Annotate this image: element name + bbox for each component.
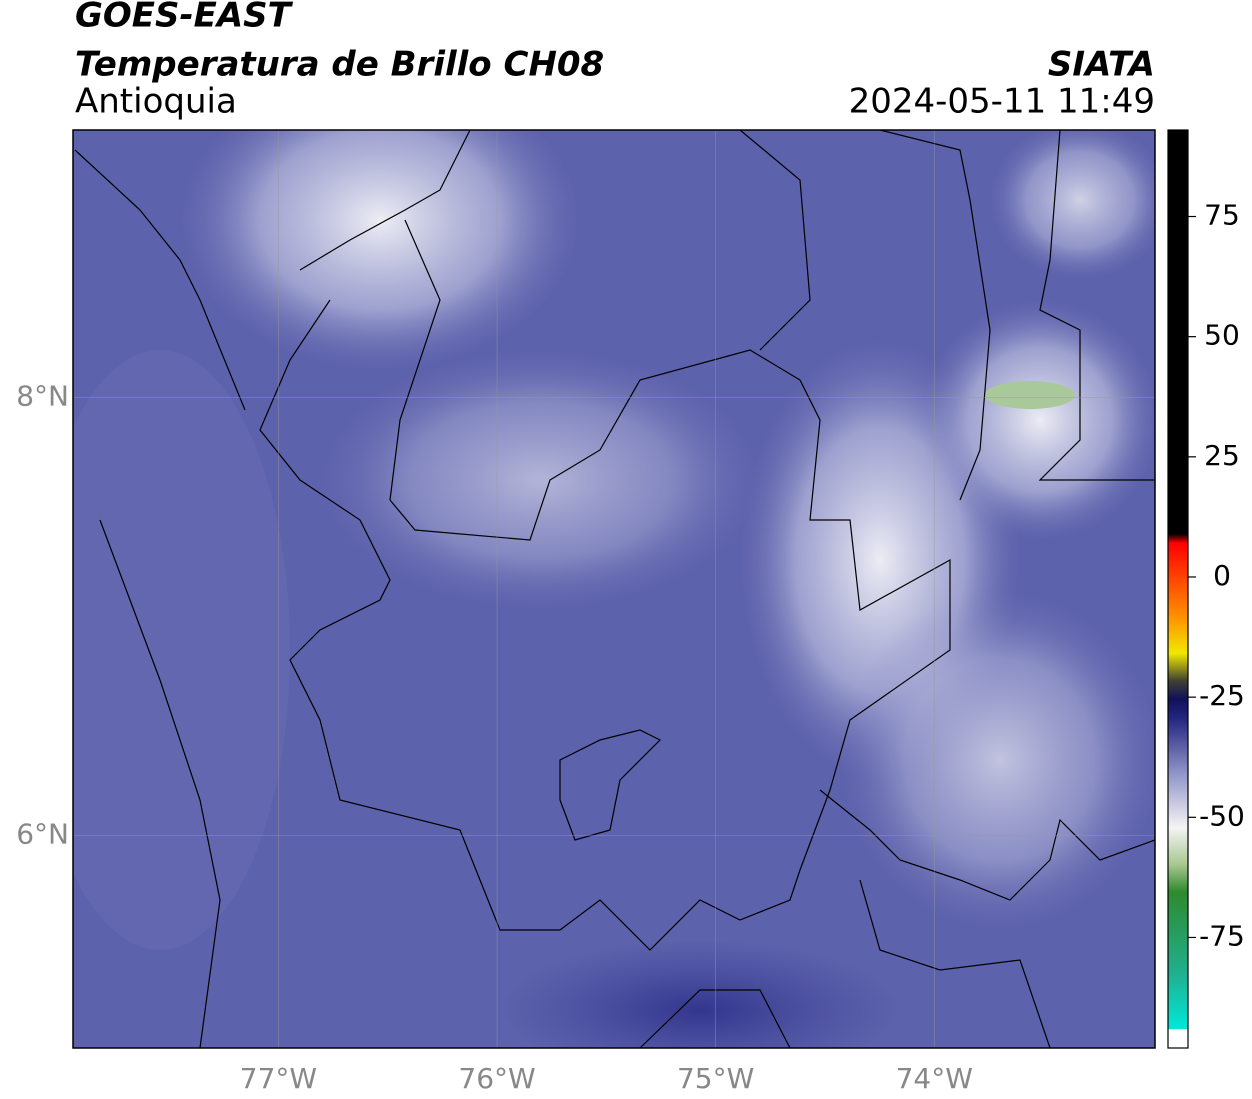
region: Antioquia [75,82,237,122]
colorbar-tick-label: 75 [1204,199,1240,232]
colorbar-tick-label: 50 [1204,319,1240,352]
gridlines [73,130,1155,1048]
y-tick-label: 8°N [16,379,69,412]
cold-area [500,940,900,1048]
cloud [990,130,1155,280]
satellite-image [73,130,1155,1048]
colorbar [1167,129,1189,1049]
colorbar-tick-label: 25 [1204,439,1240,472]
cloud [73,350,290,950]
title: GOES-EAST [75,0,294,36]
colorbar-tick-label: -50 [1199,799,1245,832]
colorbar-tick-label: -25 [1199,679,1245,712]
borders [74,130,1155,1048]
source: SIATA [1048,45,1155,85]
colorbar-tick-label: -75 [1199,919,1245,952]
cloud [840,590,1155,930]
cloud [320,350,760,610]
x-tick-label: 75°W [677,1062,754,1095]
cold-top [985,381,1075,409]
x-tick-label: 77°W [240,1062,317,1095]
colorbar-tick-label: 0 [1213,559,1231,592]
cloud [180,130,580,370]
subtitle: Temperatura de Brillo CH08 [75,45,604,85]
cloud [920,300,1155,540]
y-tick-label: 6°N [16,817,69,850]
x-tick-label: 74°W [896,1062,973,1095]
map-frame [72,129,1156,1049]
datetime: 2024-05-11 11:49 [849,82,1155,122]
x-tick-label: 76°W [458,1062,535,1095]
